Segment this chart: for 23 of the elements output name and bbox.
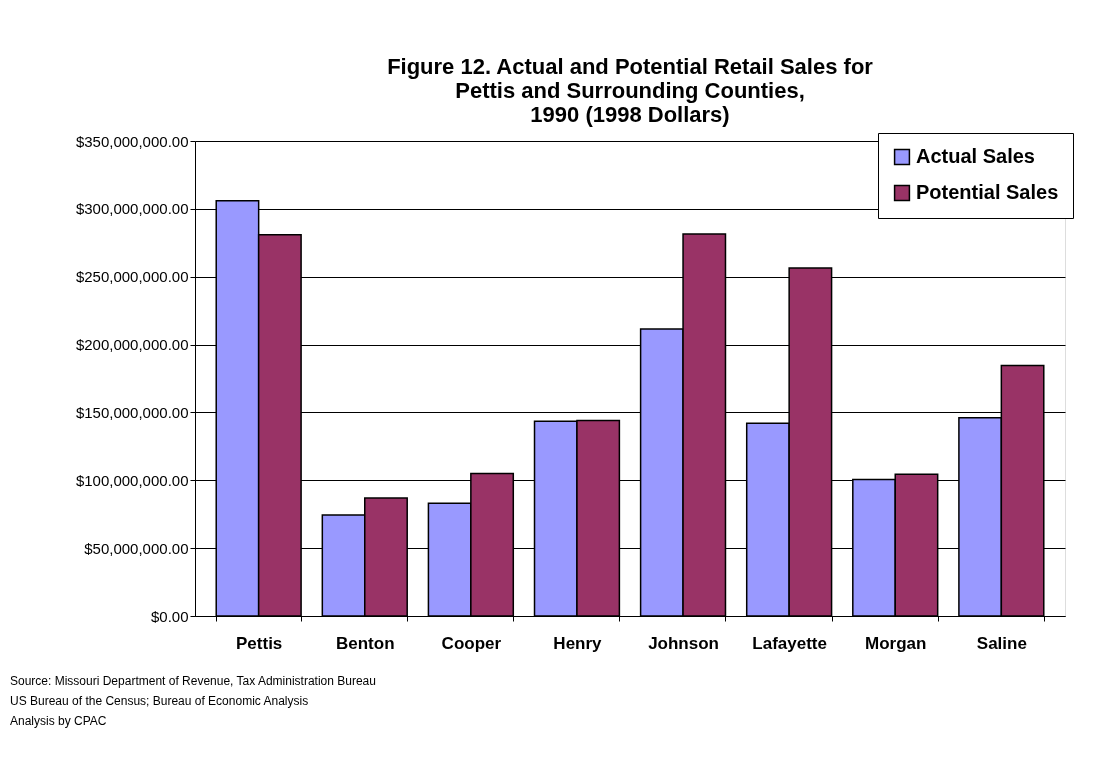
y-tick-label: $0.00 bbox=[150, 607, 189, 625]
text: Figure 12. Actual and Potential Retail Sales for bbox=[387, 53, 873, 79]
x-tick-label: Johnson bbox=[648, 633, 719, 653]
y-tick-label: $50,000,000.00 bbox=[84, 539, 189, 557]
x-tick-label: Henry bbox=[553, 633, 603, 653]
y-tick-label: $300,000,000.00 bbox=[75, 200, 189, 218]
y-tick-label: $200,000,000.00 bbox=[75, 336, 189, 354]
x-tick-label: Morgan bbox=[865, 633, 927, 653]
text: Pettis and Surrounding Counties, bbox=[455, 77, 805, 103]
text: Analysis by CPAC bbox=[10, 714, 107, 728]
y-tick-label: $350,000,000.00 bbox=[75, 132, 189, 150]
x-tick-label: Cooper bbox=[441, 633, 502, 653]
source-note: Source: Missouri Department of Revenue, Tax Administration Bureau bbox=[10, 674, 376, 688]
legend-label: Potential Sales bbox=[916, 181, 1059, 203]
y-tick-label: $100,000,000.00 bbox=[75, 471, 189, 489]
x-tick-label: Pettis bbox=[236, 633, 283, 653]
x-tick-label: Saline bbox=[976, 633, 1027, 653]
x-tick-label: Lafayette bbox=[752, 633, 827, 653]
y-tick-label: $250,000,000.00 bbox=[75, 268, 189, 286]
y-tick-label: $150,000,000.00 bbox=[75, 403, 189, 421]
legend-label: Actual Sales bbox=[916, 145, 1035, 167]
x-tick-label: Benton bbox=[335, 633, 395, 653]
text: US Bureau of the Census; Bureau of Economic Analysis bbox=[10, 694, 309, 708]
